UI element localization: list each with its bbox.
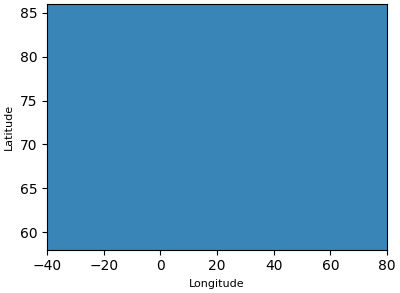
X-axis label: Longitude: Longitude <box>189 279 245 289</box>
Y-axis label: Latitude: Latitude <box>4 104 14 150</box>
